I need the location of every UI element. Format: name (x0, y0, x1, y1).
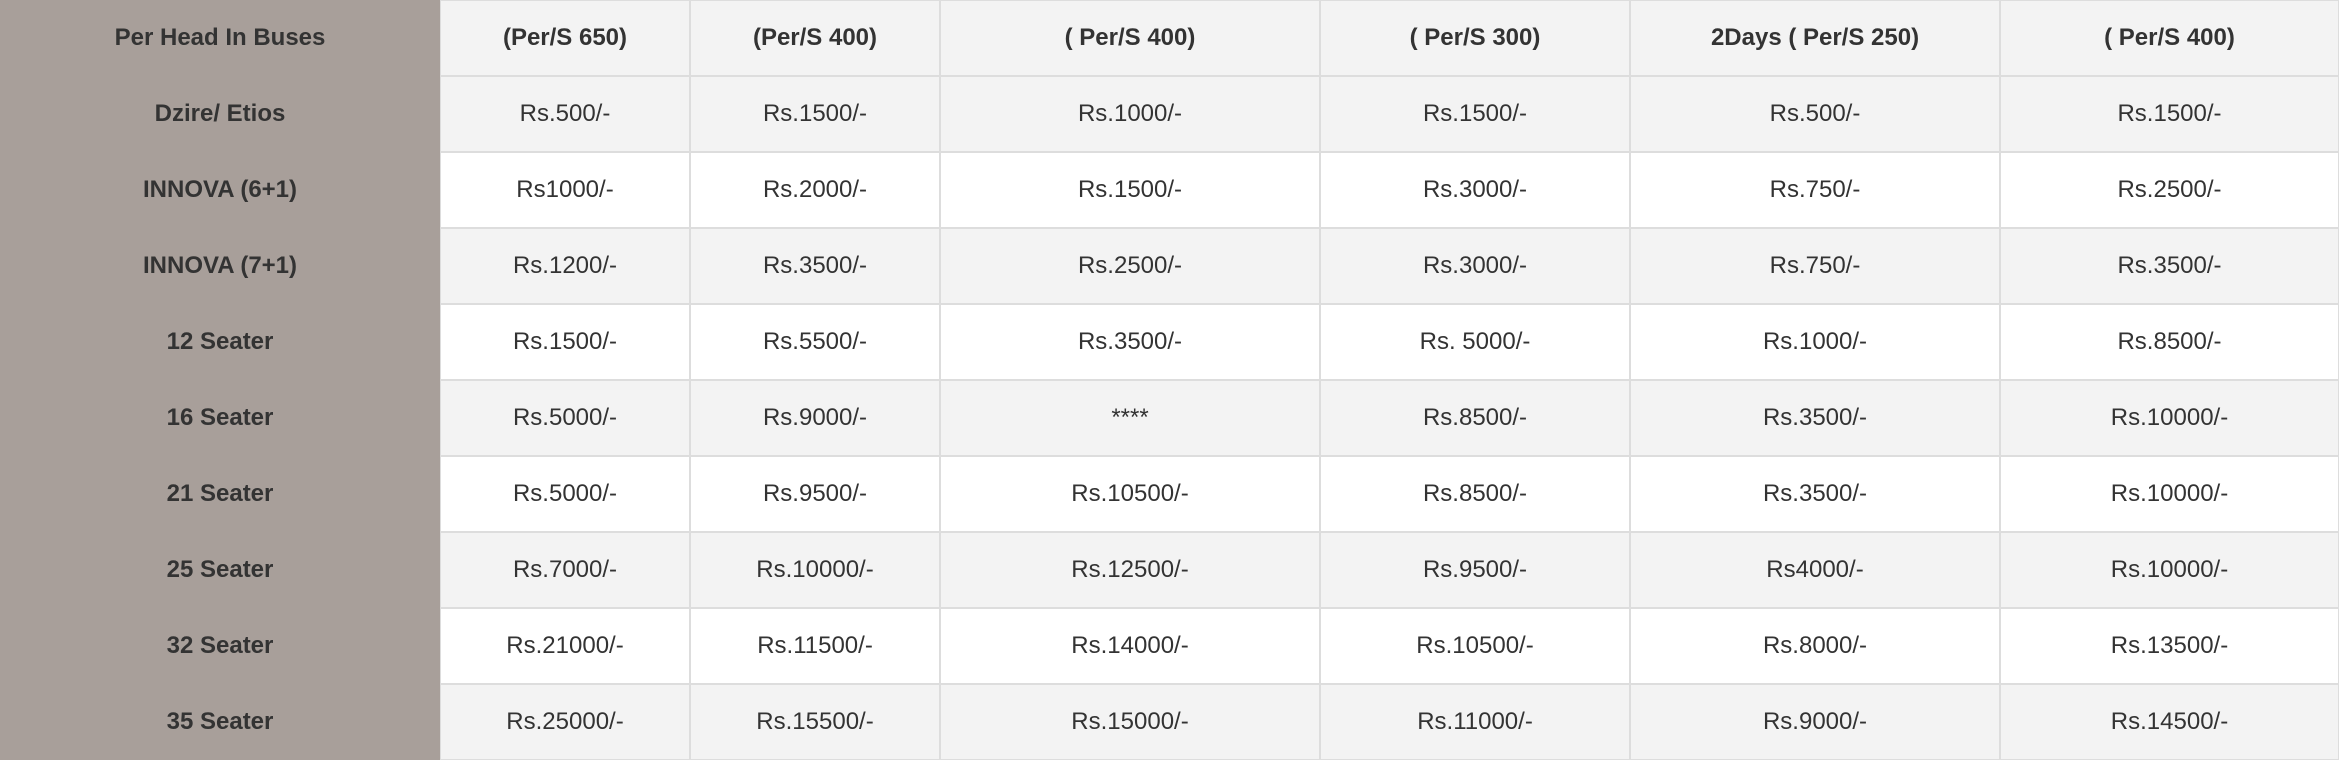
price-cell: Rs.8500/- (1320, 456, 1630, 532)
row-label: 25 Seater (0, 532, 440, 608)
price-cell: Rs.25000/- (440, 684, 690, 760)
price-cell: Rs.7000/- (440, 532, 690, 608)
price-cell: Rs.15000/- (940, 684, 1320, 760)
price-cell: Rs.3500/- (940, 304, 1320, 380)
price-cell: Rs4000/- (1630, 532, 2000, 608)
price-cell: Rs.10000/- (2000, 380, 2339, 456)
row-label: INNOVA (6+1) (0, 152, 440, 228)
column-header: ( Per/S 300) (1320, 0, 1630, 76)
price-cell: Rs.14000/- (940, 608, 1320, 684)
price-cell: Rs.15500/- (690, 684, 940, 760)
price-cell: Rs.9500/- (1320, 532, 1630, 608)
table-row: 32 Seater Rs.21000/- Rs.11500/- Rs.14000… (0, 608, 2339, 684)
column-header: 2Days ( Per/S 250) (1630, 0, 2000, 76)
price-cell: Rs.9000/- (1630, 684, 2000, 760)
price-cell: Rs.3500/- (690, 228, 940, 304)
table-row: Dzire/ Etios Rs.500/- Rs.1500/- Rs.1000/… (0, 76, 2339, 152)
table-row: 35 Seater Rs.25000/- Rs.15500/- Rs.15000… (0, 684, 2339, 760)
column-header: Per Head In Buses (0, 0, 440, 76)
table-row: 16 Seater Rs.5000/- Rs.9000/- **** Rs.85… (0, 380, 2339, 456)
price-cell: Rs.12500/- (940, 532, 1320, 608)
table-row: 12 Seater Rs.1500/- Rs.5500/- Rs.3500/- … (0, 304, 2339, 380)
price-cell: Rs.3500/- (1630, 380, 2000, 456)
price-cell: Rs.21000/- (440, 608, 690, 684)
price-cell: Rs.1000/- (940, 76, 1320, 152)
price-cell: Rs.9000/- (690, 380, 940, 456)
row-label: Dzire/ Etios (0, 76, 440, 152)
price-cell: Rs.1500/- (690, 76, 940, 152)
price-cell: Rs.1500/- (1320, 76, 1630, 152)
column-header: (Per/S 400) (690, 0, 940, 76)
pricing-table-container: Per Head In Buses (Per/S 650) (Per/S 400… (0, 0, 2339, 760)
price-cell: Rs.10500/- (940, 456, 1320, 532)
row-label: 35 Seater (0, 684, 440, 760)
price-cell: Rs.750/- (1630, 152, 2000, 228)
table-row: INNOVA (7+1) Rs.1200/- Rs.3500/- Rs.2500… (0, 228, 2339, 304)
price-cell: Rs.2500/- (2000, 152, 2339, 228)
price-cell: Rs.1500/- (940, 152, 1320, 228)
price-cell: Rs.5500/- (690, 304, 940, 380)
price-cell: Rs.3000/- (1320, 228, 1630, 304)
column-header: ( Per/S 400) (940, 0, 1320, 76)
price-cell: Rs.1200/- (440, 228, 690, 304)
price-cell: Rs.500/- (1630, 76, 2000, 152)
price-cell: Rs.10000/- (690, 532, 940, 608)
price-cell: Rs.3500/- (1630, 456, 2000, 532)
row-label: 32 Seater (0, 608, 440, 684)
row-label: INNOVA (7+1) (0, 228, 440, 304)
price-cell: Rs.3500/- (2000, 228, 2339, 304)
price-cell: Rs.10000/- (2000, 532, 2339, 608)
price-cell: Rs.13500/- (2000, 608, 2339, 684)
price-cell: Rs.14500/- (2000, 684, 2339, 760)
price-cell: Rs1000/- (440, 152, 690, 228)
price-cell: Rs.2500/- (940, 228, 1320, 304)
row-label: 12 Seater (0, 304, 440, 380)
price-cell: Rs.10500/- (1320, 608, 1630, 684)
price-cell: Rs.1000/- (1630, 304, 2000, 380)
price-cell: Rs.5000/- (440, 456, 690, 532)
price-cell: Rs.500/- (440, 76, 690, 152)
table-row: 25 Seater Rs.7000/- Rs.10000/- Rs.12500/… (0, 532, 2339, 608)
row-label: 21 Seater (0, 456, 440, 532)
price-cell: Rs.750/- (1630, 228, 2000, 304)
price-cell: Rs.8500/- (1320, 380, 1630, 456)
column-header: (Per/S 650) (440, 0, 690, 76)
table-row: INNOVA (6+1) Rs1000/- Rs.2000/- Rs.1500/… (0, 152, 2339, 228)
price-cell: Rs.10000/- (2000, 456, 2339, 532)
price-cell: Rs.2000/- (690, 152, 940, 228)
table-row: 21 Seater Rs.5000/- Rs.9500/- Rs.10500/-… (0, 456, 2339, 532)
price-cell: Rs.9500/- (690, 456, 940, 532)
table-header-row: Per Head In Buses (Per/S 650) (Per/S 400… (0, 0, 2339, 76)
price-cell: Rs.11500/- (690, 608, 940, 684)
price-cell: Rs.8000/- (1630, 608, 2000, 684)
price-cell: Rs.3000/- (1320, 152, 1630, 228)
price-cell: Rs.8500/- (2000, 304, 2339, 380)
price-cell: Rs. 5000/- (1320, 304, 1630, 380)
price-cell: Rs.11000/- (1320, 684, 1630, 760)
pricing-table: Per Head In Buses (Per/S 650) (Per/S 400… (0, 0, 2339, 760)
price-cell: Rs.1500/- (440, 304, 690, 380)
price-cell: Rs.1500/- (2000, 76, 2339, 152)
column-header: ( Per/S 400) (2000, 0, 2339, 76)
price-cell: **** (940, 380, 1320, 456)
row-label: 16 Seater (0, 380, 440, 456)
price-cell: Rs.5000/- (440, 380, 690, 456)
